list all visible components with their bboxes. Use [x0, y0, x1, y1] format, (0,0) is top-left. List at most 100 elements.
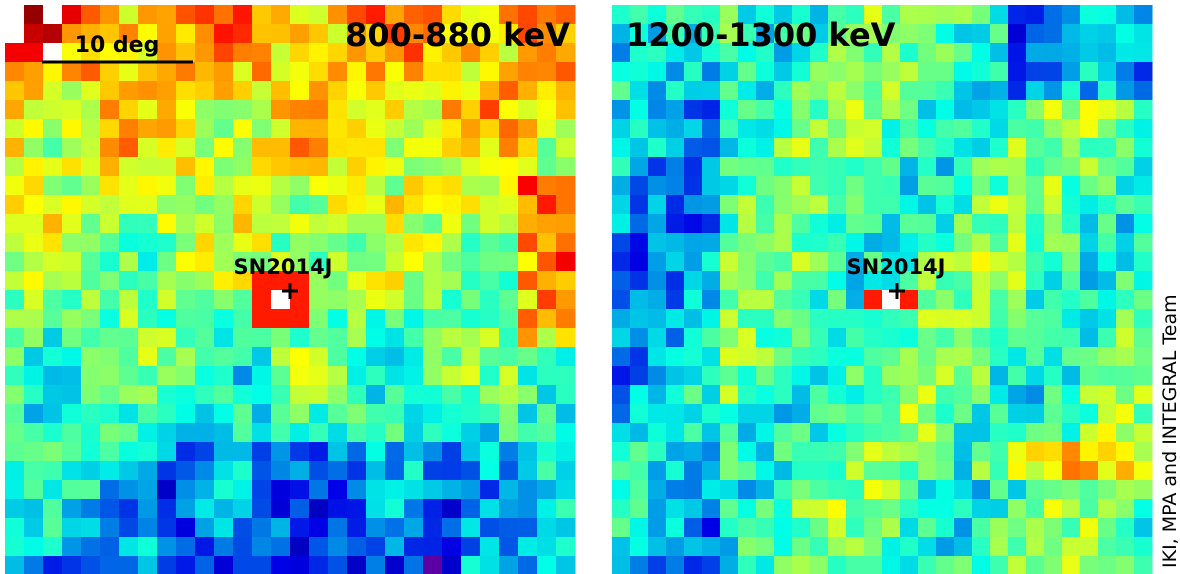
map-pixel [138, 62, 158, 82]
map-pixel [480, 385, 500, 405]
map-pixel [792, 423, 811, 443]
map-pixel [100, 81, 120, 101]
map-pixel [480, 5, 500, 25]
map-pixel [702, 195, 721, 215]
map-pixel [290, 214, 310, 234]
map-pixel [214, 157, 234, 177]
map-pixel [630, 271, 649, 291]
map-pixel [233, 385, 253, 405]
map-pixel [1098, 252, 1117, 272]
map-pixel [666, 214, 685, 234]
map-pixel [720, 100, 739, 120]
map-pixel [5, 480, 25, 500]
map-pixel [918, 499, 937, 519]
map-pixel [900, 100, 919, 120]
map-pixel [119, 214, 139, 234]
map-pixel [810, 480, 829, 500]
map-pixel [756, 461, 775, 481]
map-pixel [1008, 385, 1027, 405]
map-pixel [810, 5, 829, 25]
map-pixel [1062, 499, 1081, 519]
map-pixel [630, 404, 649, 424]
map-pixel [756, 233, 775, 253]
map-pixel [720, 347, 739, 367]
map-pixel [499, 423, 519, 443]
map-pixel [936, 195, 955, 215]
map-pixel [328, 290, 348, 310]
map-pixel [630, 537, 649, 557]
map-pixel [385, 176, 405, 196]
map-pixel [176, 556, 196, 574]
map-pixel [846, 442, 865, 462]
map-pixel [846, 537, 865, 557]
map-pixel [5, 100, 25, 120]
map-pixel [309, 290, 329, 310]
map-pixel [666, 385, 685, 405]
map-pixel [1026, 157, 1045, 177]
map-pixel [702, 271, 721, 291]
map-pixel [176, 442, 196, 462]
map-pixel [195, 233, 215, 253]
map-pixel [461, 461, 481, 481]
map-pixel [499, 366, 519, 386]
map-pixel [423, 347, 443, 367]
map-pixel [954, 499, 973, 519]
map-pixel [290, 404, 310, 424]
map-pixel [195, 385, 215, 405]
source-marker [889, 283, 905, 299]
map-pixel [810, 195, 829, 215]
map-pixel [138, 176, 158, 196]
map-pixel [864, 385, 883, 405]
map-pixel [972, 214, 991, 234]
map-pixel [612, 233, 631, 253]
map-pixel [157, 119, 177, 139]
map-pixel [366, 385, 386, 405]
map-pixel [157, 328, 177, 348]
map-pixel [233, 518, 253, 538]
map-pixel [756, 214, 775, 234]
map-pixel [138, 233, 158, 253]
map-pixel [233, 499, 253, 519]
map-pixel [936, 214, 955, 234]
map-pixel [1008, 328, 1027, 348]
map-pixel [648, 385, 667, 405]
map-pixel [774, 366, 793, 386]
map-pixel [176, 271, 196, 291]
map-pixel [612, 214, 631, 234]
map-pixel [62, 271, 82, 291]
map-pixel [810, 328, 829, 348]
map-pixel [385, 62, 405, 82]
map-pixel [24, 423, 44, 443]
map-pixel [176, 290, 196, 310]
map-pixel [1044, 499, 1063, 519]
map-pixel [518, 252, 538, 272]
map-pixel [233, 309, 253, 329]
map-pixel [684, 309, 703, 329]
map-pixel [900, 442, 919, 462]
map-pixel [828, 176, 847, 196]
map-pixel [499, 518, 519, 538]
map-pixel [480, 328, 500, 348]
map-pixel [918, 290, 937, 310]
map-pixel [612, 328, 631, 348]
map-pixel [1098, 423, 1117, 443]
map-pixel [1026, 62, 1045, 82]
map-pixel [792, 309, 811, 329]
map-pixel [499, 24, 519, 44]
map-pixel [214, 480, 234, 500]
map-pixel [1062, 404, 1081, 424]
map-pixel [684, 214, 703, 234]
map-pixel [972, 252, 991, 272]
map-pixel [1080, 138, 1099, 158]
map-pixel [864, 290, 883, 310]
map-pixel [882, 5, 901, 25]
map-pixel [119, 100, 139, 120]
map-pixel [864, 176, 883, 196]
map-pixel [233, 176, 253, 196]
map-pixel [882, 195, 901, 215]
map-pixel [480, 499, 500, 519]
map-pixel [138, 271, 158, 291]
map-pixel [233, 62, 253, 82]
map-pixel [404, 252, 424, 272]
map-pixel [792, 366, 811, 386]
